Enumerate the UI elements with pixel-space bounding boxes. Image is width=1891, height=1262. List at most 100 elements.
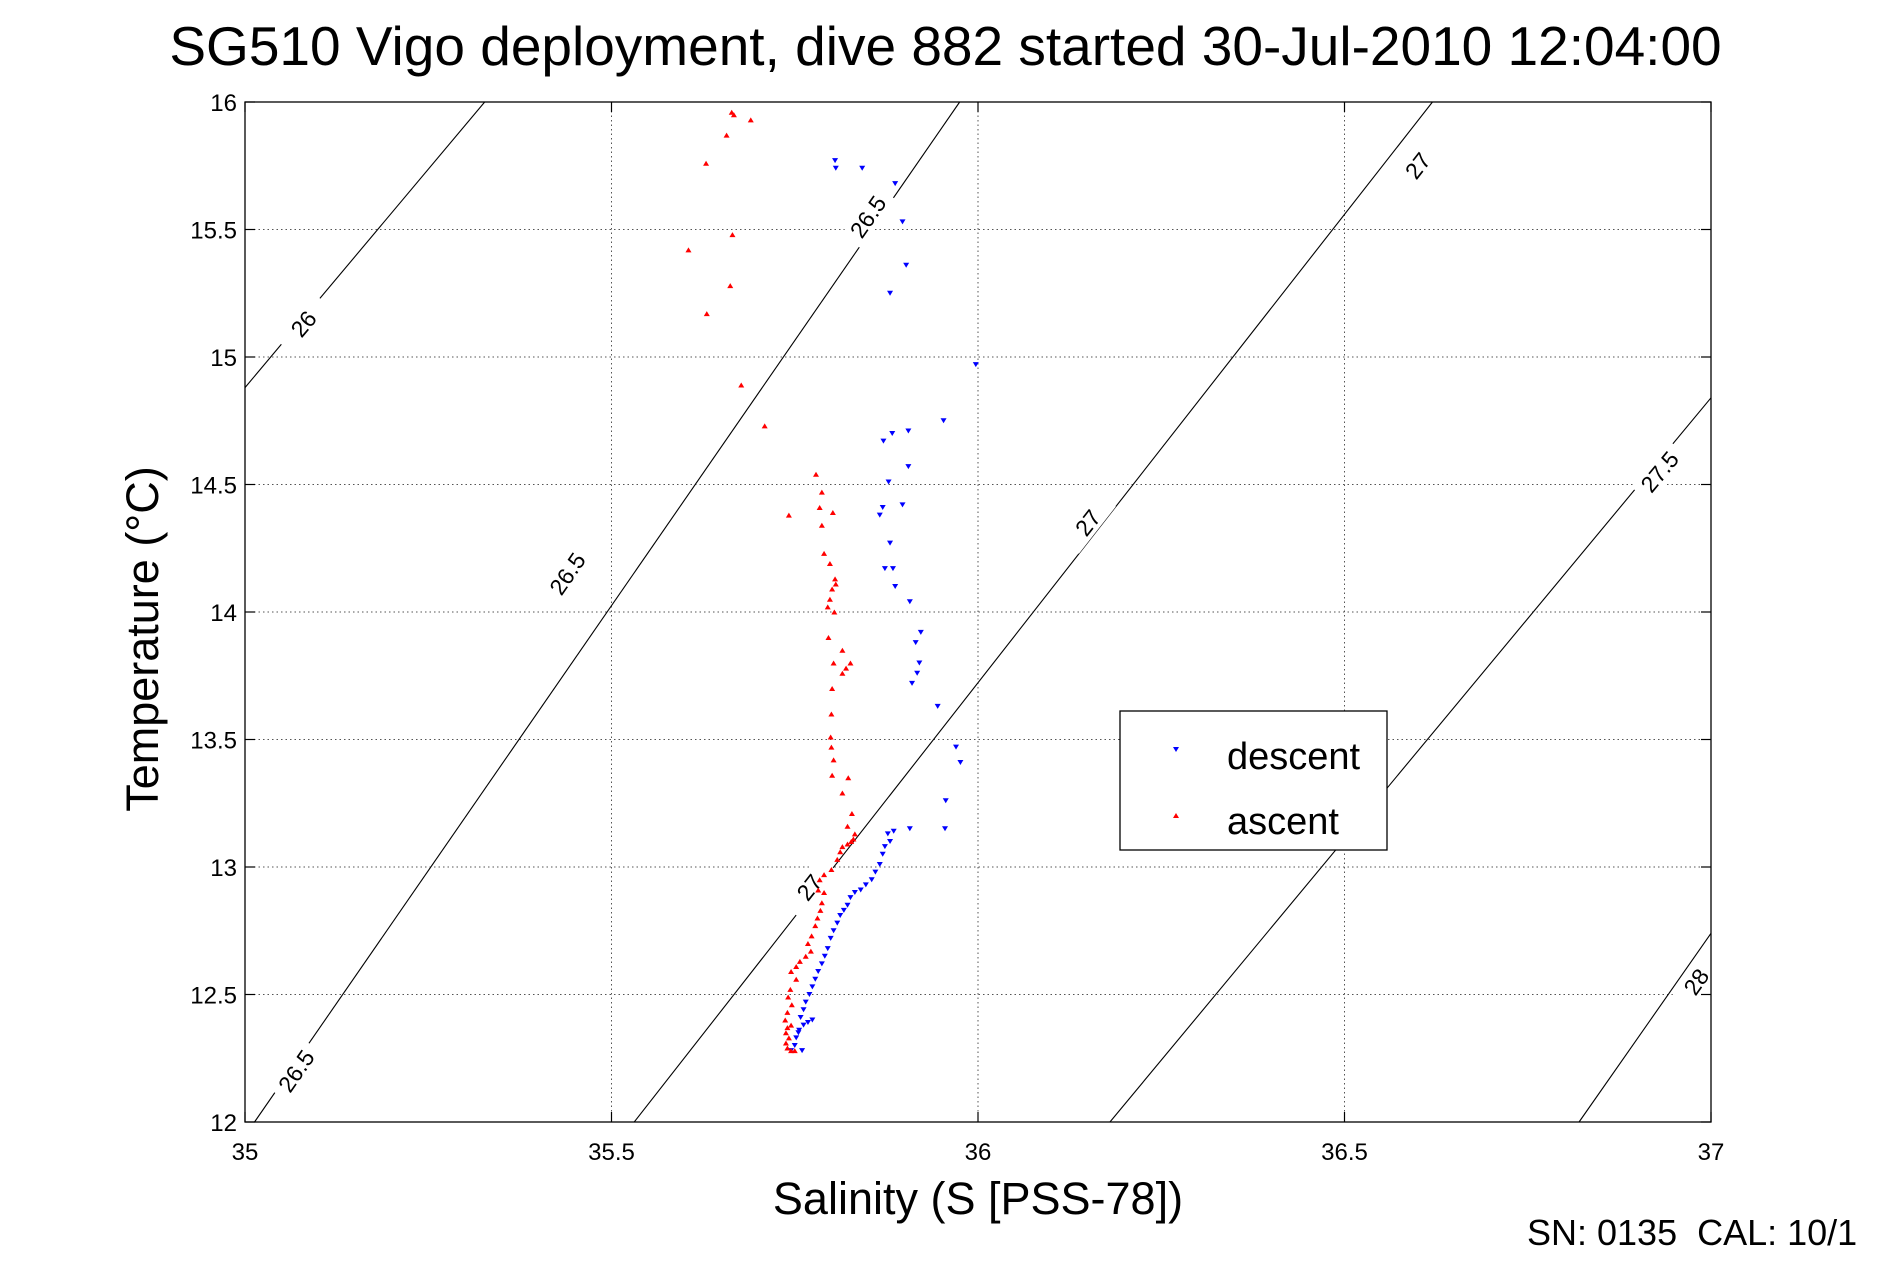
ascent-point: [730, 112, 737, 118]
descent-point: [953, 744, 960, 750]
ascent-point: [782, 1040, 789, 1046]
isopycnal-line: [254, 101, 961, 1123]
ascent-point: [839, 844, 846, 850]
ascent-point: [807, 948, 814, 954]
x-tick-label: 35: [232, 1139, 259, 1166]
descent-point: [824, 946, 831, 952]
descent-point: [942, 826, 949, 832]
ascent-point: [826, 561, 833, 567]
descent-point: [884, 831, 891, 837]
descent-point: [821, 953, 828, 959]
ascent-point: [824, 604, 831, 610]
descent-point: [862, 882, 869, 888]
ascent-point: [839, 790, 846, 796]
descent-point: [868, 877, 875, 883]
descent-point: [802, 999, 809, 1005]
descent-point: [972, 362, 979, 368]
ascent-point: [727, 283, 734, 289]
x-tick-label: 36.5: [1321, 1139, 1368, 1166]
legend-ascent-marker: [1173, 813, 1179, 818]
ascent-point: [828, 867, 835, 873]
descent-point: [892, 181, 899, 187]
descent-point: [804, 1020, 811, 1026]
ascent-point: [788, 1022, 795, 1028]
y-tick-label: 16: [210, 90, 237, 117]
ascent-point: [793, 963, 800, 969]
descent-point: [881, 844, 888, 850]
ascent-point: [829, 586, 836, 592]
descent-point: [912, 640, 919, 646]
ascent-point: [828, 711, 835, 717]
descent-point: [859, 165, 866, 171]
y-tick-label: 12.5: [190, 983, 237, 1010]
ascent-point: [828, 744, 835, 750]
ascent-point: [685, 247, 692, 253]
ascent-point: [785, 512, 792, 518]
descent-point: [889, 566, 896, 572]
descent-point: [795, 1030, 802, 1036]
descent-point: [844, 902, 851, 908]
ascent-point: [832, 576, 839, 582]
ascent-point: [818, 489, 825, 495]
chart-title: SG510 Vigo deployment, dive 882 started …: [169, 15, 1722, 77]
ascent-point: [830, 660, 837, 666]
ascent-point: [723, 132, 730, 138]
x-tick-label: 35.5: [588, 1139, 635, 1166]
descent-point: [887, 540, 894, 546]
ascent-point: [848, 810, 855, 816]
ascent-point: [788, 1002, 795, 1008]
ascent-point: [785, 1035, 792, 1041]
isopycnal-label-mask: [781, 856, 838, 919]
descent-point: [903, 262, 910, 268]
ascent-point: [784, 1025, 791, 1031]
ascent-point: [788, 969, 795, 975]
ascent-point: [818, 900, 825, 906]
ascent-point: [785, 994, 792, 1000]
ascent-point: [817, 907, 824, 913]
y-tick-label: 15: [210, 345, 237, 372]
descent-point: [881, 566, 888, 572]
ascent-point: [816, 504, 823, 510]
legend-descent-label: descent: [1227, 736, 1361, 778]
ascent-point: [703, 311, 710, 317]
isopycnal-line: [1109, 397, 1712, 1123]
descent-point: [880, 438, 887, 444]
descent-point: [885, 479, 892, 485]
ascent-point: [832, 581, 839, 587]
descent-point: [876, 512, 883, 518]
legend-box: [1119, 710, 1388, 851]
axis-ticks: 35 35.5 36 36.5 37 12 12.5 13 13.5 14 14.5 15 15.5 16: [190, 90, 1724, 1166]
descent-point: [837, 912, 844, 918]
descent-point: [857, 887, 864, 893]
x-tick-label: 37: [1698, 1139, 1725, 1166]
legend-ascent-label: ascent: [1227, 801, 1339, 843]
descent-point: [793, 1035, 800, 1041]
descent-point: [832, 158, 839, 164]
ascent-point: [830, 757, 837, 763]
ascent-point: [831, 609, 838, 615]
isopycnal-label-mask: [1669, 950, 1724, 1014]
descent-point: [799, 1048, 806, 1054]
ascent-point: [821, 890, 828, 895]
ascent-point: [791, 1048, 798, 1054]
ascent-point: [813, 471, 820, 477]
ascent-point: [821, 872, 828, 878]
ascent-point: [738, 382, 745, 388]
isopycnal-label-mask: [841, 185, 895, 249]
ascent-point: [787, 986, 794, 992]
descent-point: [876, 861, 883, 867]
descent-point: [806, 992, 813, 997]
x-tick-label: 36: [965, 1139, 992, 1166]
descent-point: [917, 629, 924, 635]
ascent-point: [729, 232, 736, 238]
y-tick-label: 15.5: [190, 218, 237, 245]
descent-point: [800, 1022, 807, 1028]
isopycnal-label-mask: [275, 293, 333, 355]
y-tick-label: 13: [210, 855, 237, 882]
ascent-point: [784, 1009, 791, 1015]
descent-point: [892, 584, 899, 589]
descent-point: [827, 935, 834, 941]
descent-point: [909, 680, 916, 686]
y-axis-label: Temperature (°C): [117, 466, 168, 812]
